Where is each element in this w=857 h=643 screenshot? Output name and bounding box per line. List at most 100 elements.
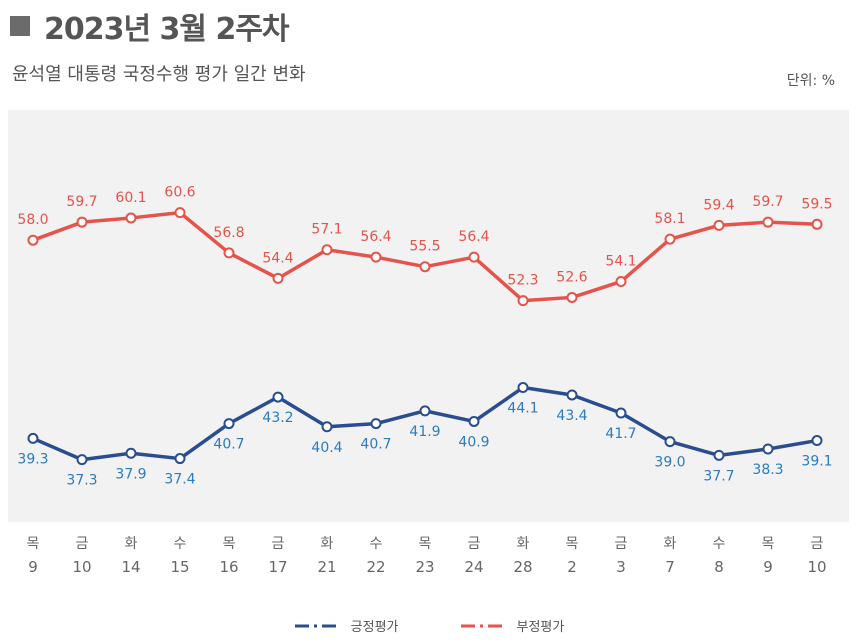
data-label-positive: 37.9: [115, 466, 146, 482]
x-tick-weekday: 수: [174, 536, 187, 552]
series-negative-point: [223, 247, 235, 259]
data-label-negative: 59.7: [66, 194, 97, 210]
unit-label: 단위: %: [786, 73, 835, 89]
series-positive-point: [27, 432, 39, 444]
x-tick-day: 16: [219, 558, 238, 576]
line-chart: 39.3 37.3 37.9 37.4 40.7 43.2 40.4 40.7 41.9 40.9…: [8, 110, 849, 576]
series-positive-point: [272, 391, 284, 403]
x-tick-day: 9: [28, 558, 38, 576]
data-label-positive: 39.1: [801, 454, 832, 470]
x-tick-weekday: 목: [762, 536, 775, 552]
chart-subtitle: 윤석열 대통령 국정수행 평가 일간 변화: [12, 64, 306, 85]
series-negative-point: [419, 261, 431, 273]
series-positive-point: [615, 407, 627, 419]
data-label-negative: 55.5: [409, 239, 440, 255]
x-tick-day: 21: [317, 558, 336, 576]
series-positive-point: [566, 389, 578, 401]
data-label-positive: 40.4: [311, 440, 342, 456]
x-tick-day: 3: [616, 558, 626, 576]
series-positive-point: [664, 436, 676, 448]
series-positive-point: [811, 435, 823, 447]
data-label-positive: 43.4: [556, 408, 587, 424]
data-label-positive: 41.7: [605, 426, 636, 442]
data-label-negative: 59.4: [703, 197, 734, 213]
data-label-negative: 60.6: [164, 185, 195, 201]
x-tick-weekday: 화: [321, 536, 334, 552]
series-positive-point: [321, 421, 333, 433]
series-negative-point: [321, 244, 333, 256]
x-tick-day: 7: [665, 558, 675, 576]
series-negative-point: [664, 233, 676, 245]
data-label-negative: 54.4: [262, 250, 293, 266]
legend-negative-label: 부정평가: [516, 620, 565, 635]
data-label-negative: 56.4: [360, 229, 391, 245]
data-label-positive: 40.7: [213, 437, 244, 453]
x-tick-day: 2: [567, 558, 577, 576]
x-tick-day: 17: [268, 558, 287, 576]
data-label-positive: 40.9: [458, 434, 489, 450]
series-negative-point: [713, 219, 725, 231]
series-negative-point: [762, 216, 774, 228]
x-tick-weekday: 금: [76, 536, 89, 552]
x-tick-day: 23: [415, 558, 434, 576]
x-tick-weekday: 화: [517, 536, 530, 552]
x-tick-day: 8: [714, 558, 724, 576]
legend-negative-line-icon: [460, 624, 507, 627]
data-label-negative: 58.0: [17, 212, 48, 228]
series-negative-point: [468, 251, 480, 263]
series-negative-point: [27, 234, 39, 246]
data-label-negative: 54.1: [605, 254, 636, 270]
x-tick-weekday: 금: [811, 536, 824, 552]
title-square-icon: [10, 16, 30, 36]
x-tick-weekday: 금: [468, 536, 481, 552]
data-label-negative: 59.7: [752, 194, 783, 210]
series-positive-point: [517, 382, 529, 394]
x-tick-day: 14: [121, 558, 140, 576]
data-label-positive: 37.3: [66, 473, 97, 489]
plot-area: [8, 110, 849, 522]
data-label-positive: 41.9: [409, 424, 440, 440]
data-label-positive: 40.7: [360, 437, 391, 453]
series-positive-point: [713, 449, 725, 461]
legend-item-negative: 부정평가: [459, 616, 565, 635]
series-positive-point: [174, 453, 186, 465]
x-tick-weekday: 금: [272, 536, 285, 552]
series-positive-point: [76, 454, 88, 466]
legend-positive-line-icon: [294, 624, 341, 627]
x-tick-weekday: 금: [615, 536, 628, 552]
x-tick-weekday: 수: [370, 536, 383, 552]
series-positive-point: [419, 405, 431, 417]
x-tick-weekday: 화: [125, 536, 138, 552]
series-negative-point: [370, 251, 382, 263]
x-tick-day: 22: [366, 558, 385, 576]
x-tick-day: 9: [763, 558, 773, 576]
x-tick-day: 24: [464, 558, 483, 576]
page-title: 2023년 3월 2주차: [44, 12, 290, 47]
data-label-negative: 57.1: [311, 222, 342, 238]
series-positive-point: [125, 447, 137, 459]
series-negative-point: [566, 291, 578, 303]
x-tick-weekday: 목: [419, 536, 432, 552]
data-label-negative: 60.1: [115, 190, 146, 206]
series-negative-point: [174, 207, 186, 219]
series-negative-point: [76, 216, 88, 228]
series-negative-point: [811, 218, 823, 230]
x-tick-day: 28: [513, 558, 532, 576]
x-tick-weekday: 수: [713, 536, 726, 552]
series-negative-point: [272, 272, 284, 284]
x-tick-weekday: 목: [223, 536, 236, 552]
data-label-positive: 38.3: [752, 462, 783, 478]
legend-item-positive: 긍정평가: [293, 616, 399, 635]
series-negative-point: [517, 295, 529, 307]
title-row: 2023년 3월 2주차: [10, 4, 290, 48]
data-label-positive: 44.1: [507, 401, 538, 417]
legend: 긍정평가 부정평가: [0, 616, 857, 635]
series-positive-point: [370, 418, 382, 430]
legend-positive-label: 긍정평가: [350, 620, 399, 635]
data-label-positive: 39.0: [654, 455, 685, 471]
data-label-positive: 43.2: [262, 410, 293, 426]
data-label-positive: 37.4: [164, 472, 195, 488]
series-negative-point: [615, 276, 627, 288]
x-tick-weekday: 목: [566, 536, 579, 552]
series-positive-point: [468, 415, 480, 427]
